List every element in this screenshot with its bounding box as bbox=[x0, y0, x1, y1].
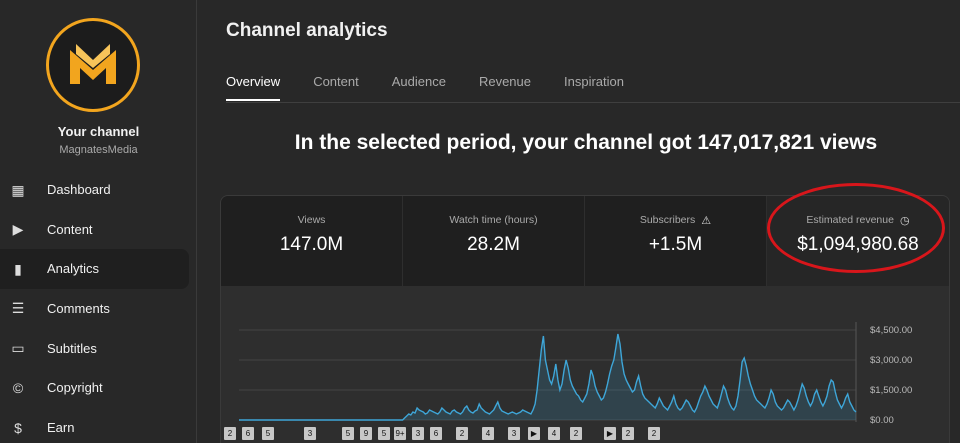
tab-revenue[interactable]: Revenue bbox=[478, 74, 531, 89]
dashboard-icon: ▦ bbox=[11, 181, 25, 198]
marker-badge[interactable]: 5 bbox=[378, 427, 390, 440]
marker-badge[interactable]: 6 bbox=[242, 427, 254, 440]
sidebar: Your channel MagnatesMedia ▦ Dashboard ▶ Co… bbox=[0, 0, 197, 443]
marker-badge[interactable]: 2 bbox=[456, 427, 468, 440]
marker-badge[interactable]: 2 bbox=[622, 427, 634, 440]
y-tick-label: $3,000.00 bbox=[870, 355, 912, 366]
chart-svg: $4,500.00 $3,000.00 $1,500.00 $0.00 bbox=[239, 322, 912, 426]
sidebar-item-earn[interactable]: $ Earn bbox=[0, 408, 197, 443]
views-headline: In the selected period, your channel got… bbox=[294, 131, 878, 154]
warning-icon: ⚠ bbox=[701, 214, 712, 227]
tab-content[interactable]: Content bbox=[313, 74, 359, 89]
channel-label: Your channel bbox=[57, 124, 140, 139]
y-tick-label: $0.00 bbox=[870, 415, 894, 426]
y-tick-label: $4,500.00 bbox=[870, 325, 912, 336]
marker-badge[interactable]: 2 bbox=[570, 427, 582, 440]
series-line[interactable] bbox=[239, 333, 857, 421]
red-annotation-circle bbox=[767, 183, 945, 273]
sidebar-item-label: Dashboard bbox=[47, 182, 111, 198]
sidebar-item-subtitles[interactable]: ▭ Subtitles bbox=[0, 328, 197, 368]
sidebar-item-dashboard[interactable]: ▦ Dashboard bbox=[0, 170, 197, 210]
video-marker-icon[interactable]: ▶ bbox=[604, 427, 616, 440]
comments-icon: ☰ bbox=[11, 300, 25, 317]
marker-badge[interactable]: 4 bbox=[482, 427, 494, 440]
page-title: Channel analytics bbox=[226, 20, 388, 41]
earn-icon: $ bbox=[14, 419, 22, 436]
metric-value: +1.5M bbox=[648, 234, 703, 255]
series-area bbox=[239, 334, 856, 420]
sidebar-item-label: Copyright bbox=[47, 380, 103, 396]
marker-badge[interactable]: 3 bbox=[508, 427, 520, 440]
marker-badge[interactable]: 3 bbox=[304, 427, 316, 440]
metric-card[interactable]: Watch time (hours) 28.2M bbox=[403, 196, 585, 286]
metric-label: Watch time (hours) bbox=[449, 214, 538, 226]
marker-badge[interactable]: 9+ bbox=[394, 427, 406, 440]
marker-badge[interactable]: 2 bbox=[648, 427, 660, 440]
tab-bar: Overview Content Audience Revenue Inspiratio… bbox=[226, 74, 657, 101]
content-icon: ▶ bbox=[12, 221, 24, 238]
sidebar-item-copyright[interactable]: © Copyright bbox=[0, 368, 197, 408]
marker-badge[interactable]: 5 bbox=[262, 427, 274, 440]
sidebar-item-comments[interactable]: ☰ Comments bbox=[0, 289, 197, 329]
sidebar-item-label: Analytics bbox=[47, 261, 100, 277]
marker-badge[interactable]: 9 bbox=[360, 427, 372, 440]
revenue-chart: $4,500.00 $3,000.00 $1,500.00 $0.00 bbox=[221, 306, 949, 443]
sidebar-item-content[interactable]: ▶ Content bbox=[0, 210, 197, 250]
sidebar-item-analytics[interactable]: ▮ Analytics bbox=[0, 249, 189, 289]
sidebar-item-label: Subtitles bbox=[47, 340, 97, 356]
marker-badge[interactable]: 5 bbox=[342, 427, 354, 440]
metric-card[interactable]: Views 147.0M bbox=[221, 196, 403, 286]
metric-label: Views bbox=[297, 214, 326, 226]
tab-overview[interactable]: Overview bbox=[226, 74, 281, 101]
marker-badge[interactable]: 3 bbox=[412, 427, 424, 440]
metric-card[interactable]: Subscribers ⚠ +1.5M bbox=[585, 196, 767, 286]
metric-label: Subscribers ⚠ bbox=[639, 214, 712, 227]
video-marker-icon[interactable]: ▶ bbox=[528, 427, 540, 440]
channel-logo-icon bbox=[70, 44, 116, 84]
copyright-icon: © bbox=[12, 379, 24, 396]
tab-audience[interactable]: Audience bbox=[391, 74, 446, 89]
sidebar-item-label: Earn bbox=[47, 419, 75, 435]
tabs-divider bbox=[226, 102, 960, 103]
sidebar-item-label: Content bbox=[47, 221, 93, 237]
subtitles-icon: ▭ bbox=[11, 339, 25, 356]
metric-value: 147.0M bbox=[279, 234, 344, 255]
marker-badge[interactable]: 4 bbox=[548, 427, 560, 440]
avatar[interactable] bbox=[46, 18, 140, 112]
tab-inspiration[interactable]: Inspiration bbox=[564, 74, 624, 89]
marker-badge[interactable]: 2 bbox=[224, 427, 236, 440]
analytics-icon: ▮ bbox=[14, 260, 22, 277]
sidebar-item-label: Comments bbox=[47, 301, 110, 317]
marker-badge[interactable]: 6 bbox=[430, 427, 442, 440]
y-tick-label: $1,500.00 bbox=[870, 385, 912, 396]
sidebar-nav: ▦ Dashboard ▶ Content ▮ Analytics ☰ Comments ▭ Su… bbox=[0, 170, 197, 443]
metric-value: 28.2M bbox=[467, 234, 520, 255]
channel-name: MagnatesMedia bbox=[59, 144, 138, 156]
